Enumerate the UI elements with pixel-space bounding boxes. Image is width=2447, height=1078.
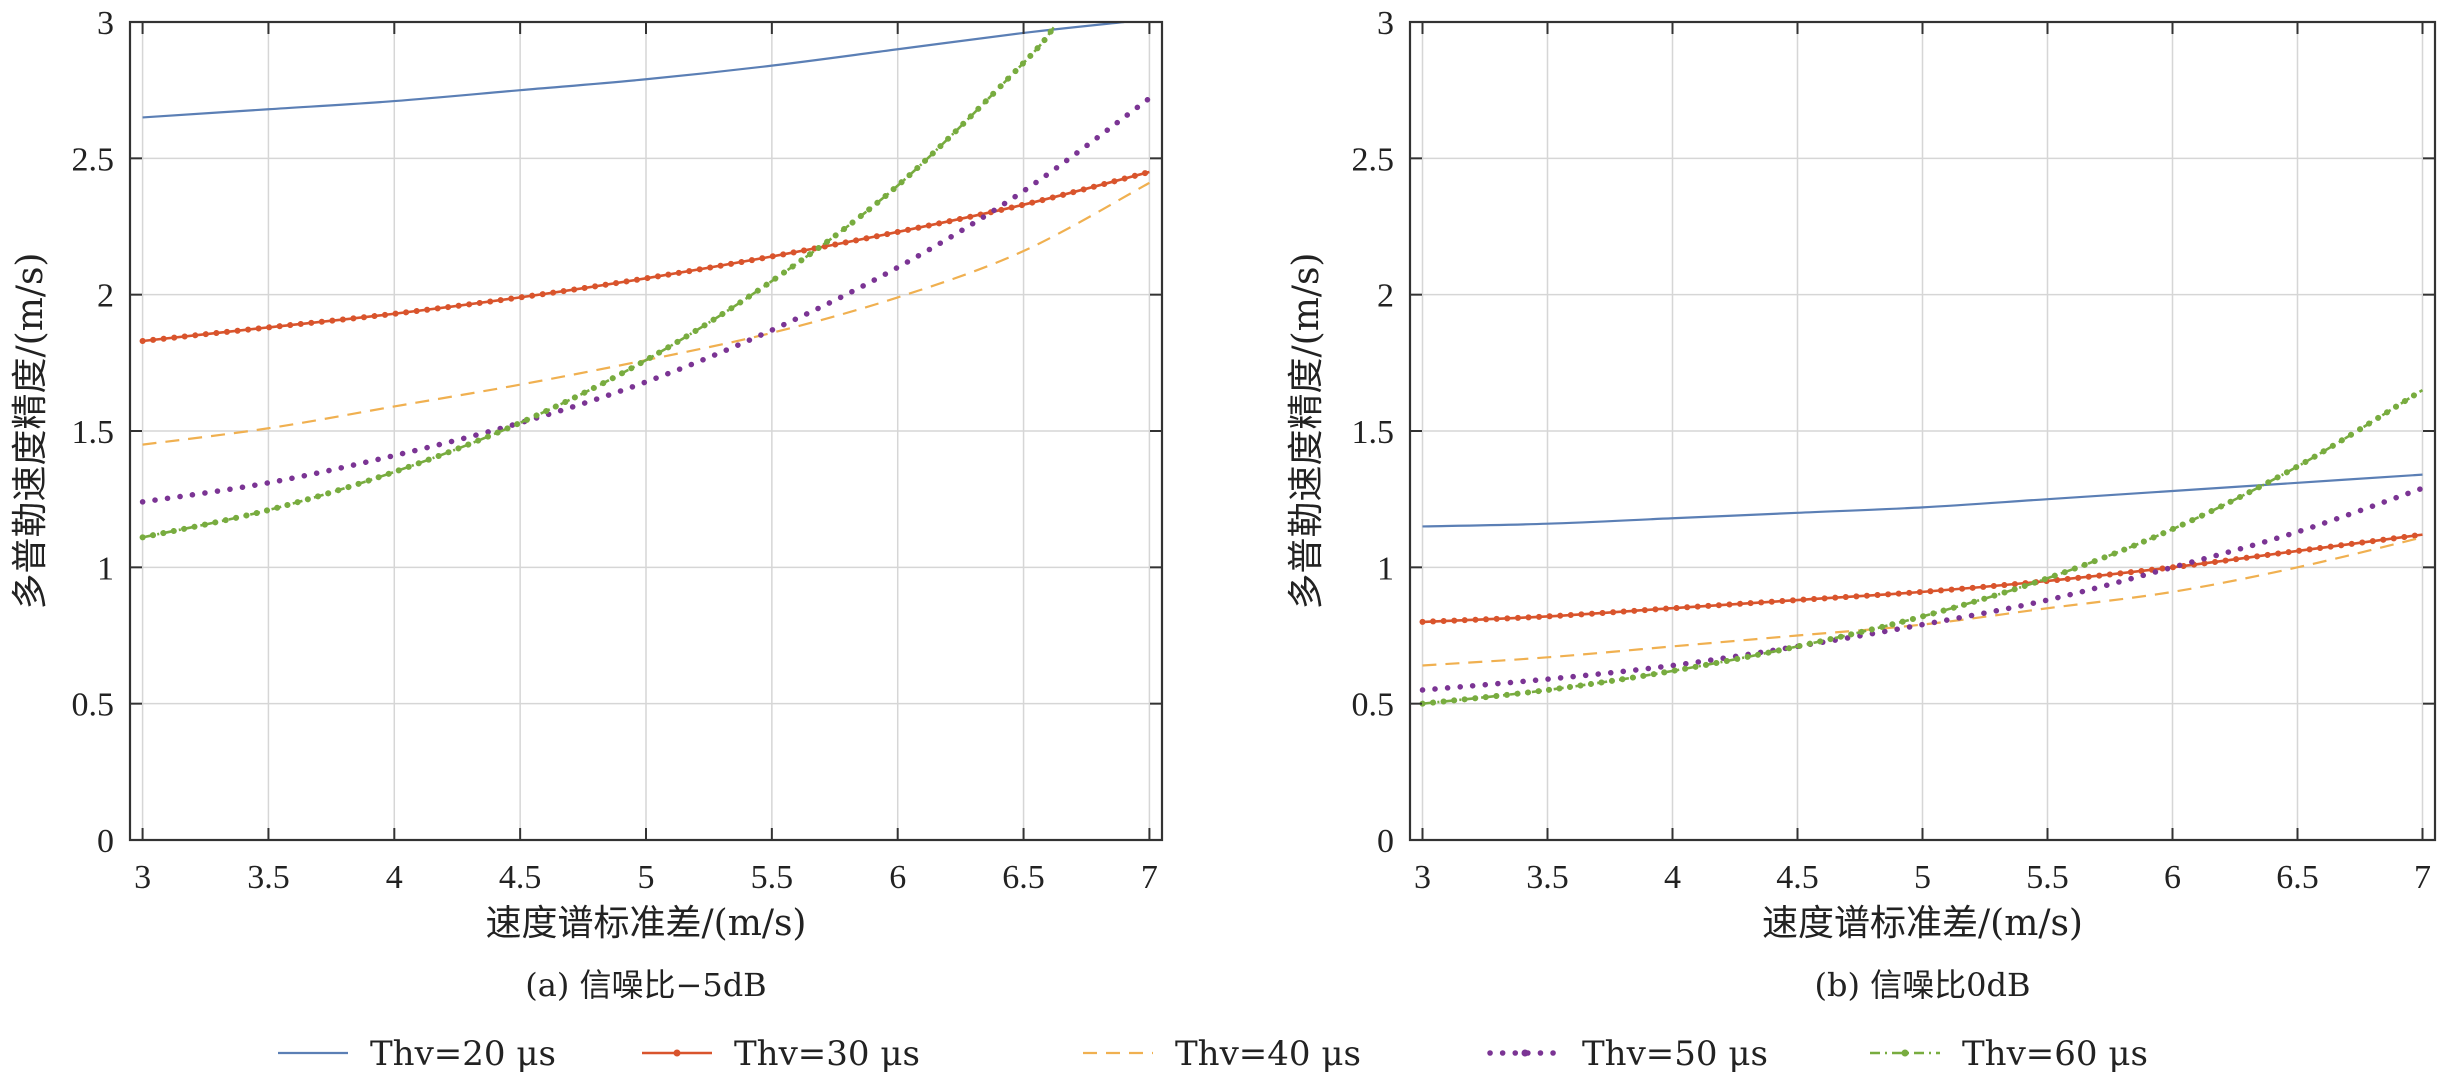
series-group — [139, 22, 1153, 541]
x-tick-label: 5.5 — [2026, 859, 2069, 896]
legend-marker — [673, 1049, 681, 1057]
y-axis-title: 多普勒速度精度/(m/s) — [10, 253, 51, 610]
series-markers-5 — [139, 24, 1057, 541]
x-tick-label: 4.5 — [499, 859, 542, 896]
legend-label: Thv=20 μs — [370, 1034, 556, 1074]
series-line-1 — [142, 22, 1125, 119]
y-tick-label: 0.5 — [1352, 687, 1395, 724]
series-line-4 — [139, 95, 1153, 505]
x-tick-label: 6 — [889, 859, 906, 896]
series-line-4 — [1419, 485, 2426, 693]
y-axis-title: 多普勒速度精度/(m/s) — [1286, 253, 1327, 610]
y-tick-label: 3 — [1377, 5, 1394, 42]
ticks — [1410, 21, 2435, 841]
y-tick-label: 1.5 — [1352, 414, 1395, 451]
x-tick-label: 7 — [2414, 859, 2431, 896]
y-tick-label: 2.5 — [1352, 141, 1395, 178]
x-axis-title: 速度谱标准差/(m/s) — [486, 903, 807, 944]
y-tick-label: 1.5 — [72, 414, 115, 451]
y-tick-label: 0 — [1377, 823, 1394, 860]
legend-item: Thv=30 μs — [642, 1034, 920, 1074]
legend-label: Thv=30 μs — [734, 1034, 920, 1074]
legend-item: Thv=40 μs — [1083, 1034, 1361, 1074]
x-tick-label: 3 — [1414, 859, 1431, 896]
legend-marker — [1901, 1049, 1909, 1057]
x-tick-label: 4 — [386, 859, 403, 896]
legend-label: Thv=50 μs — [1582, 1034, 1768, 1074]
y-tick-label: 2.5 — [72, 141, 115, 178]
x-tick-label: 5 — [1914, 859, 1931, 896]
x-tick-label: 3.5 — [1526, 859, 1569, 896]
chart-panel-b: 3 3.5 4 4.5 5 5.5 6 6.5 7 0 0.5 1 1.5 2 2.5 3 速度谱标准差/(m/… — [1286, 5, 2437, 1004]
y-tick-label: 3 — [97, 5, 114, 42]
x-tick-label: 6.5 — [1002, 859, 1045, 896]
x-tick-label: 5.5 — [751, 859, 794, 896]
legend-label: Thv=40 μs — [1175, 1034, 1361, 1074]
series-group — [1419, 387, 2426, 707]
y-tick-label: 2 — [1377, 278, 1394, 315]
x-tick-label: 7 — [1141, 859, 1158, 896]
y-tick-label: 1 — [1377, 550, 1394, 587]
x-tick-label: 5 — [638, 859, 655, 896]
legend: Thv=20 μs Thv=30 μs Thv=40 μs Thv=50 μs Thv=… — [278, 1034, 2148, 1074]
x-tick-label: 6 — [2164, 859, 2181, 896]
panel-caption: (b) 信噪比0dB — [1815, 966, 2031, 1004]
grid — [130, 21, 1162, 841]
series-markers-2 — [1419, 531, 2426, 625]
x-tick-label: 4.5 — [1776, 859, 1819, 896]
legend-item: Thv=50 μs — [1487, 1034, 1768, 1074]
x-tick-label: 3.5 — [247, 859, 290, 896]
y-tick-label: 0 — [97, 823, 114, 860]
series-line-3 — [1422, 536, 2423, 667]
panel-caption: (a) 信噪比−5dB — [525, 966, 766, 1004]
y-tick-label: 1 — [97, 550, 114, 587]
legend-item: Thv=20 μs — [278, 1034, 556, 1074]
chart-panel-a: 3 3.5 4 4.5 5 5.5 6 6.5 7 0 0.5 1 1.5 2 2.5 3 速度谱标准差/(m/… — [10, 5, 1164, 1004]
ticks — [130, 21, 1162, 841]
legend-marker — [1521, 1049, 1529, 1057]
x-tick-label: 3 — [134, 859, 151, 896]
y-tick-label: 0.5 — [72, 687, 115, 724]
grid — [1410, 21, 2435, 841]
x-tick-label: 6.5 — [2276, 859, 2319, 896]
x-axis-title: 速度谱标准差/(m/s) — [1762, 903, 2083, 944]
y-tick-label: 2 — [97, 278, 114, 315]
legend-item: Thv=60 μs — [1870, 1034, 2148, 1074]
series-markers-5 — [1419, 387, 2426, 707]
legend-label: Thv=60 μs — [1962, 1034, 2148, 1074]
x-tick-label: 4 — [1664, 859, 1681, 896]
series-markers-2 — [139, 168, 1153, 345]
series-line-5 — [142, 26, 1055, 539]
